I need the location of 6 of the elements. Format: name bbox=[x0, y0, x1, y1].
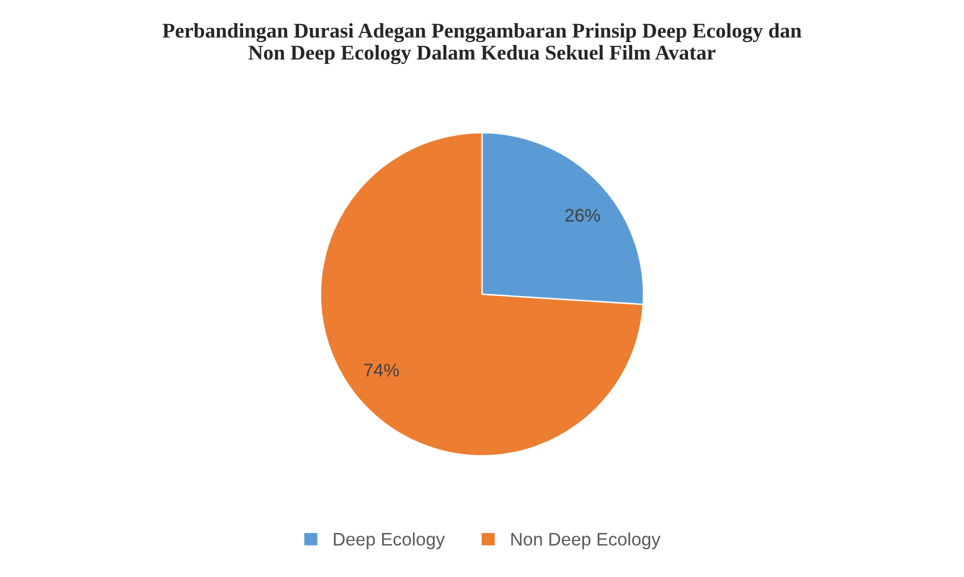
data-label: 26% bbox=[565, 208, 600, 222]
data-label: 74% bbox=[364, 364, 399, 376]
pie-slice bbox=[320, 132, 644, 457]
legend-label: Non Deep Ecology bbox=[511, 532, 660, 550]
legend-label: Deep Ecology bbox=[334, 532, 445, 550]
chart-title: Perbandingan Durasi Adegan Penggambaran Prinsip Deep Ecology dan Non Deep Ecology Dalam Kedua Sekuel Film Avatar bbox=[162, 23, 802, 64]
